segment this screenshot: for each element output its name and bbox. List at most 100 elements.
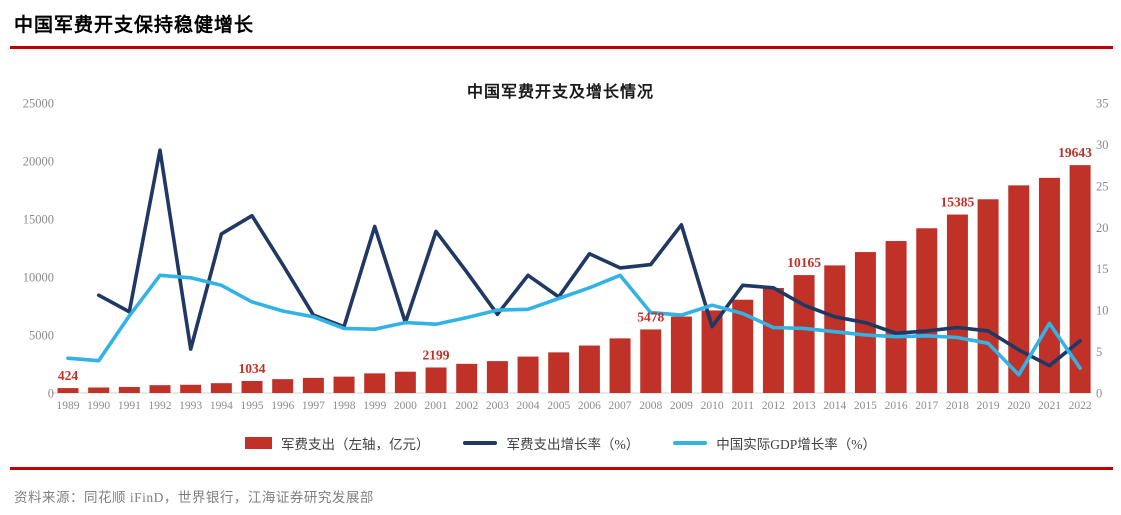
chart-title: 中国军费开支及增长情况 [466, 84, 654, 101]
bar-data-label: 424 [58, 368, 79, 383]
legend-item-milex-growth: 军费支出增长率（%） [463, 433, 639, 453]
milex-bar [486, 361, 508, 393]
bar-swatch-icon [244, 437, 272, 449]
milex-bar [210, 383, 232, 393]
gdp-growth-line [66, 273, 1082, 377]
milex-bar [333, 376, 355, 393]
x-axis-year-label: 1994 [210, 400, 233, 412]
milex-bar [916, 228, 938, 393]
page-title: 中国军费开支保持稳健增长 [14, 15, 255, 36]
right-axis-tick-label: 35 [1096, 97, 1109, 111]
milex-bar [762, 287, 784, 393]
milex-bar [425, 367, 447, 393]
x-axis-year-label: 2018 [946, 400, 969, 412]
sky-line-swatch-icon [673, 440, 708, 446]
milex-bar [272, 379, 294, 393]
right-axis-tick-label: 5 [1096, 345, 1102, 359]
x-axis-year-label: 2022 [1069, 400, 1092, 412]
x-axis-year-label: 2010 [701, 400, 724, 412]
navy-line-swatch-icon [463, 440, 498, 446]
milex-bar [1008, 185, 1030, 393]
x-axis-year-label: 1995 [241, 400, 264, 412]
milex-bar [946, 214, 968, 393]
source-note: 资料来源：同花顺 iFinD，世界银行，江海证券研究发展部 [14, 490, 374, 505]
x-axis-year-label: 2003 [486, 400, 509, 412]
left-axis-tick-label: 20000 [23, 155, 54, 169]
milex-bar [517, 356, 539, 393]
left-axis-tick-label: 10000 [23, 271, 54, 285]
right-axis-tick-label: 10 [1096, 304, 1109, 318]
milex-growth-line [96, 148, 1082, 368]
x-axis-year-label: 2005 [547, 400, 570, 412]
milex-bar [885, 241, 907, 393]
bar-data-label: 19643 [1058, 145, 1092, 160]
bar-data-label: 2199 [423, 347, 450, 362]
milex-bar [88, 387, 110, 393]
x-axis-year-label: 2015 [854, 400, 877, 412]
milex-bar [456, 363, 478, 393]
left-axis-tick-label: 0 [48, 387, 54, 401]
x-axis-year-label: 2004 [517, 400, 540, 412]
x-axis-year-label: 1998 [333, 400, 356, 412]
top-divider-rule [10, 46, 1113, 49]
x-axis-year-label: 2020 [1007, 400, 1030, 412]
x-axis-year-label: 2014 [823, 400, 846, 412]
milex-bar [149, 385, 171, 393]
bar-data-label: 1034 [239, 361, 266, 376]
bar-data-label: 15385 [941, 195, 975, 210]
x-axis-year-label: 1990 [87, 400, 110, 412]
bottom-divider-rule [10, 467, 1113, 470]
milex-bar [394, 371, 416, 393]
milex-bar [118, 386, 140, 393]
milex-bar [364, 373, 386, 393]
left-axis-tick-label: 25000 [23, 97, 54, 111]
right-axis-tick-label: 20 [1096, 221, 1109, 235]
x-axis-year-label: 2011 [731, 400, 754, 412]
x-axis-year-label: 2019 [977, 400, 1000, 412]
milex-bar [180, 384, 202, 393]
x-axis-year-label: 2012 [762, 400, 785, 412]
milex-bar [302, 377, 324, 393]
x-axis-year-label: 1989 [57, 400, 80, 412]
legend-label-milex-growth: 军费支出增长率（%） [506, 437, 640, 452]
milex-bar [548, 352, 570, 393]
x-axis-year-label: 1992 [149, 400, 172, 412]
milex-bar [977, 199, 999, 393]
x-axis-year-label: 2000 [394, 400, 417, 412]
bar-data-label: 5478 [637, 309, 664, 324]
x-axis-year-label: 2016 [885, 400, 908, 412]
milex-bar [57, 388, 79, 393]
milex-bar [578, 345, 600, 393]
x-axis-year-label: 2009 [670, 400, 693, 412]
milex-bar [640, 329, 662, 393]
right-axis-tick-label: 30 [1096, 138, 1109, 152]
right-axis-tick-label: 0 [1096, 387, 1102, 401]
legend-label-gdp-growth: 中国实际GDP增长率（%） [716, 437, 876, 452]
milex-bar [670, 316, 692, 393]
chart-svg: 0 5000 10000 15000 20000 25000 0 5 10 15 20 25 30 35 1… [23, 97, 1109, 412]
milex-bar [701, 310, 723, 393]
legend-item-milex: 军费支出（左轴，亿元） [244, 433, 430, 453]
x-axis-year-label: 1999 [363, 400, 386, 412]
right-axis-tick-label: 25 [1096, 179, 1109, 193]
x-axis-year-label: 2006 [578, 400, 601, 412]
milex-bar [1069, 165, 1091, 393]
x-axis-year-label: 2021 [1038, 400, 1061, 412]
left-axis-tick-label: 15000 [23, 213, 54, 227]
milex-bar [1038, 177, 1060, 393]
x-axis-year-label: 1991 [118, 400, 141, 412]
x-axis-year-label: 2017 [915, 400, 938, 412]
milex-bar [732, 299, 754, 393]
right-axis-tick-label: 15 [1096, 262, 1109, 276]
x-axis-year-label: 2008 [639, 400, 662, 412]
x-axis-year-label: 2007 [609, 400, 632, 412]
bar-data-label: 10165 [787, 255, 821, 270]
left-axis-tick-label: 5000 [29, 329, 54, 343]
milex-bar [793, 275, 815, 393]
chart-legend: 军费支出（左轴，亿元） 军费支出增长率（%） 中国实际GDP增长率（%） [0, 433, 1121, 453]
x-axis-year-label: 1996 [271, 400, 294, 412]
x-axis-year-label: 2013 [793, 400, 816, 412]
x-axis-year-label: 1997 [302, 400, 325, 412]
legend-label-milex: 军费支出（左轴，亿元） [280, 437, 430, 452]
milex-bar [241, 381, 263, 393]
